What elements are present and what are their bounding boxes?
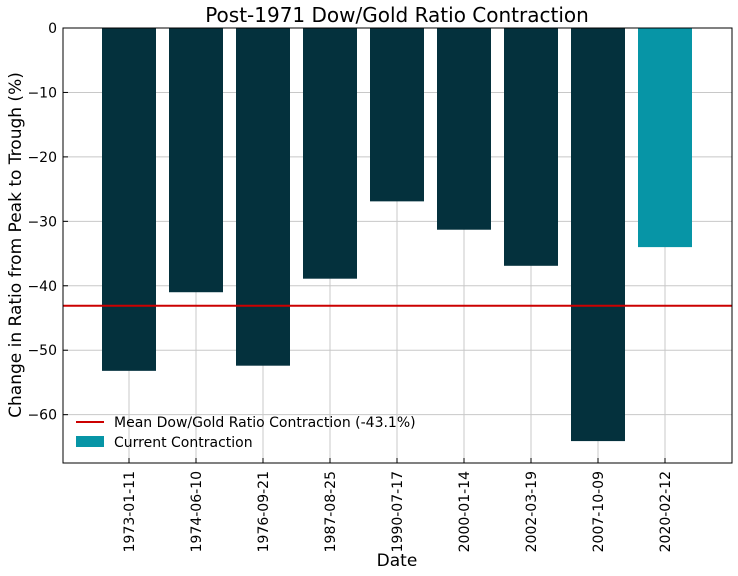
y-tick-label: −10 (27, 85, 57, 101)
chart-title: Post-1971 Dow/Gold Ratio Contraction (205, 3, 589, 27)
y-tick-label: −30 (27, 214, 57, 230)
y-tick-label: −20 (27, 150, 57, 166)
x-tick-label: 2002-03-19 (524, 471, 540, 552)
x-tick-label: 1990-07-17 (390, 471, 406, 552)
bar (169, 28, 223, 293)
bar (571, 28, 625, 442)
x-axis-label: Date (377, 551, 418, 571)
bar (102, 28, 156, 371)
legend: Mean Dow/Gold Ratio Contraction (-43.1%)… (76, 415, 416, 451)
bar (504, 28, 558, 266)
bars (102, 28, 692, 442)
bar-current (638, 28, 692, 248)
y-axis-label: Change in Ratio from Peak to Trough (%) (6, 72, 26, 418)
legend-current-label: Current Contraction (114, 435, 253, 451)
x-tick-label: 1973-01-11 (122, 471, 138, 552)
x-tick-label: 1987-08-25 (323, 471, 339, 552)
y-tick-label: 0 (48, 21, 57, 37)
bar (370, 28, 424, 202)
bar (303, 28, 357, 279)
bar (236, 28, 290, 366)
x-tick-label: 2007-10-09 (591, 471, 607, 552)
y-axis: 0 −10 −20 −30 −40 −50 −60 (27, 21, 68, 424)
x-tick-label: 1976-09-21 (256, 471, 272, 552)
x-tick-label: 2020-02-12 (658, 471, 674, 552)
legend-current-swatch (76, 436, 104, 447)
y-tick-label: −40 (27, 279, 57, 295)
x-axis: 1973-01-11 1974-06-10 1976-09-21 1987-08-25… (122, 458, 674, 552)
y-tick-label: −50 (27, 343, 57, 359)
y-tick-label: −60 (27, 408, 57, 424)
bar (437, 28, 491, 230)
legend-mean-label: Mean Dow/Gold Ratio Contraction (-43.1%) (114, 415, 416, 431)
x-tick-label: 1974-06-10 (189, 471, 205, 552)
x-tick-label: 2000-01-14 (457, 471, 473, 552)
